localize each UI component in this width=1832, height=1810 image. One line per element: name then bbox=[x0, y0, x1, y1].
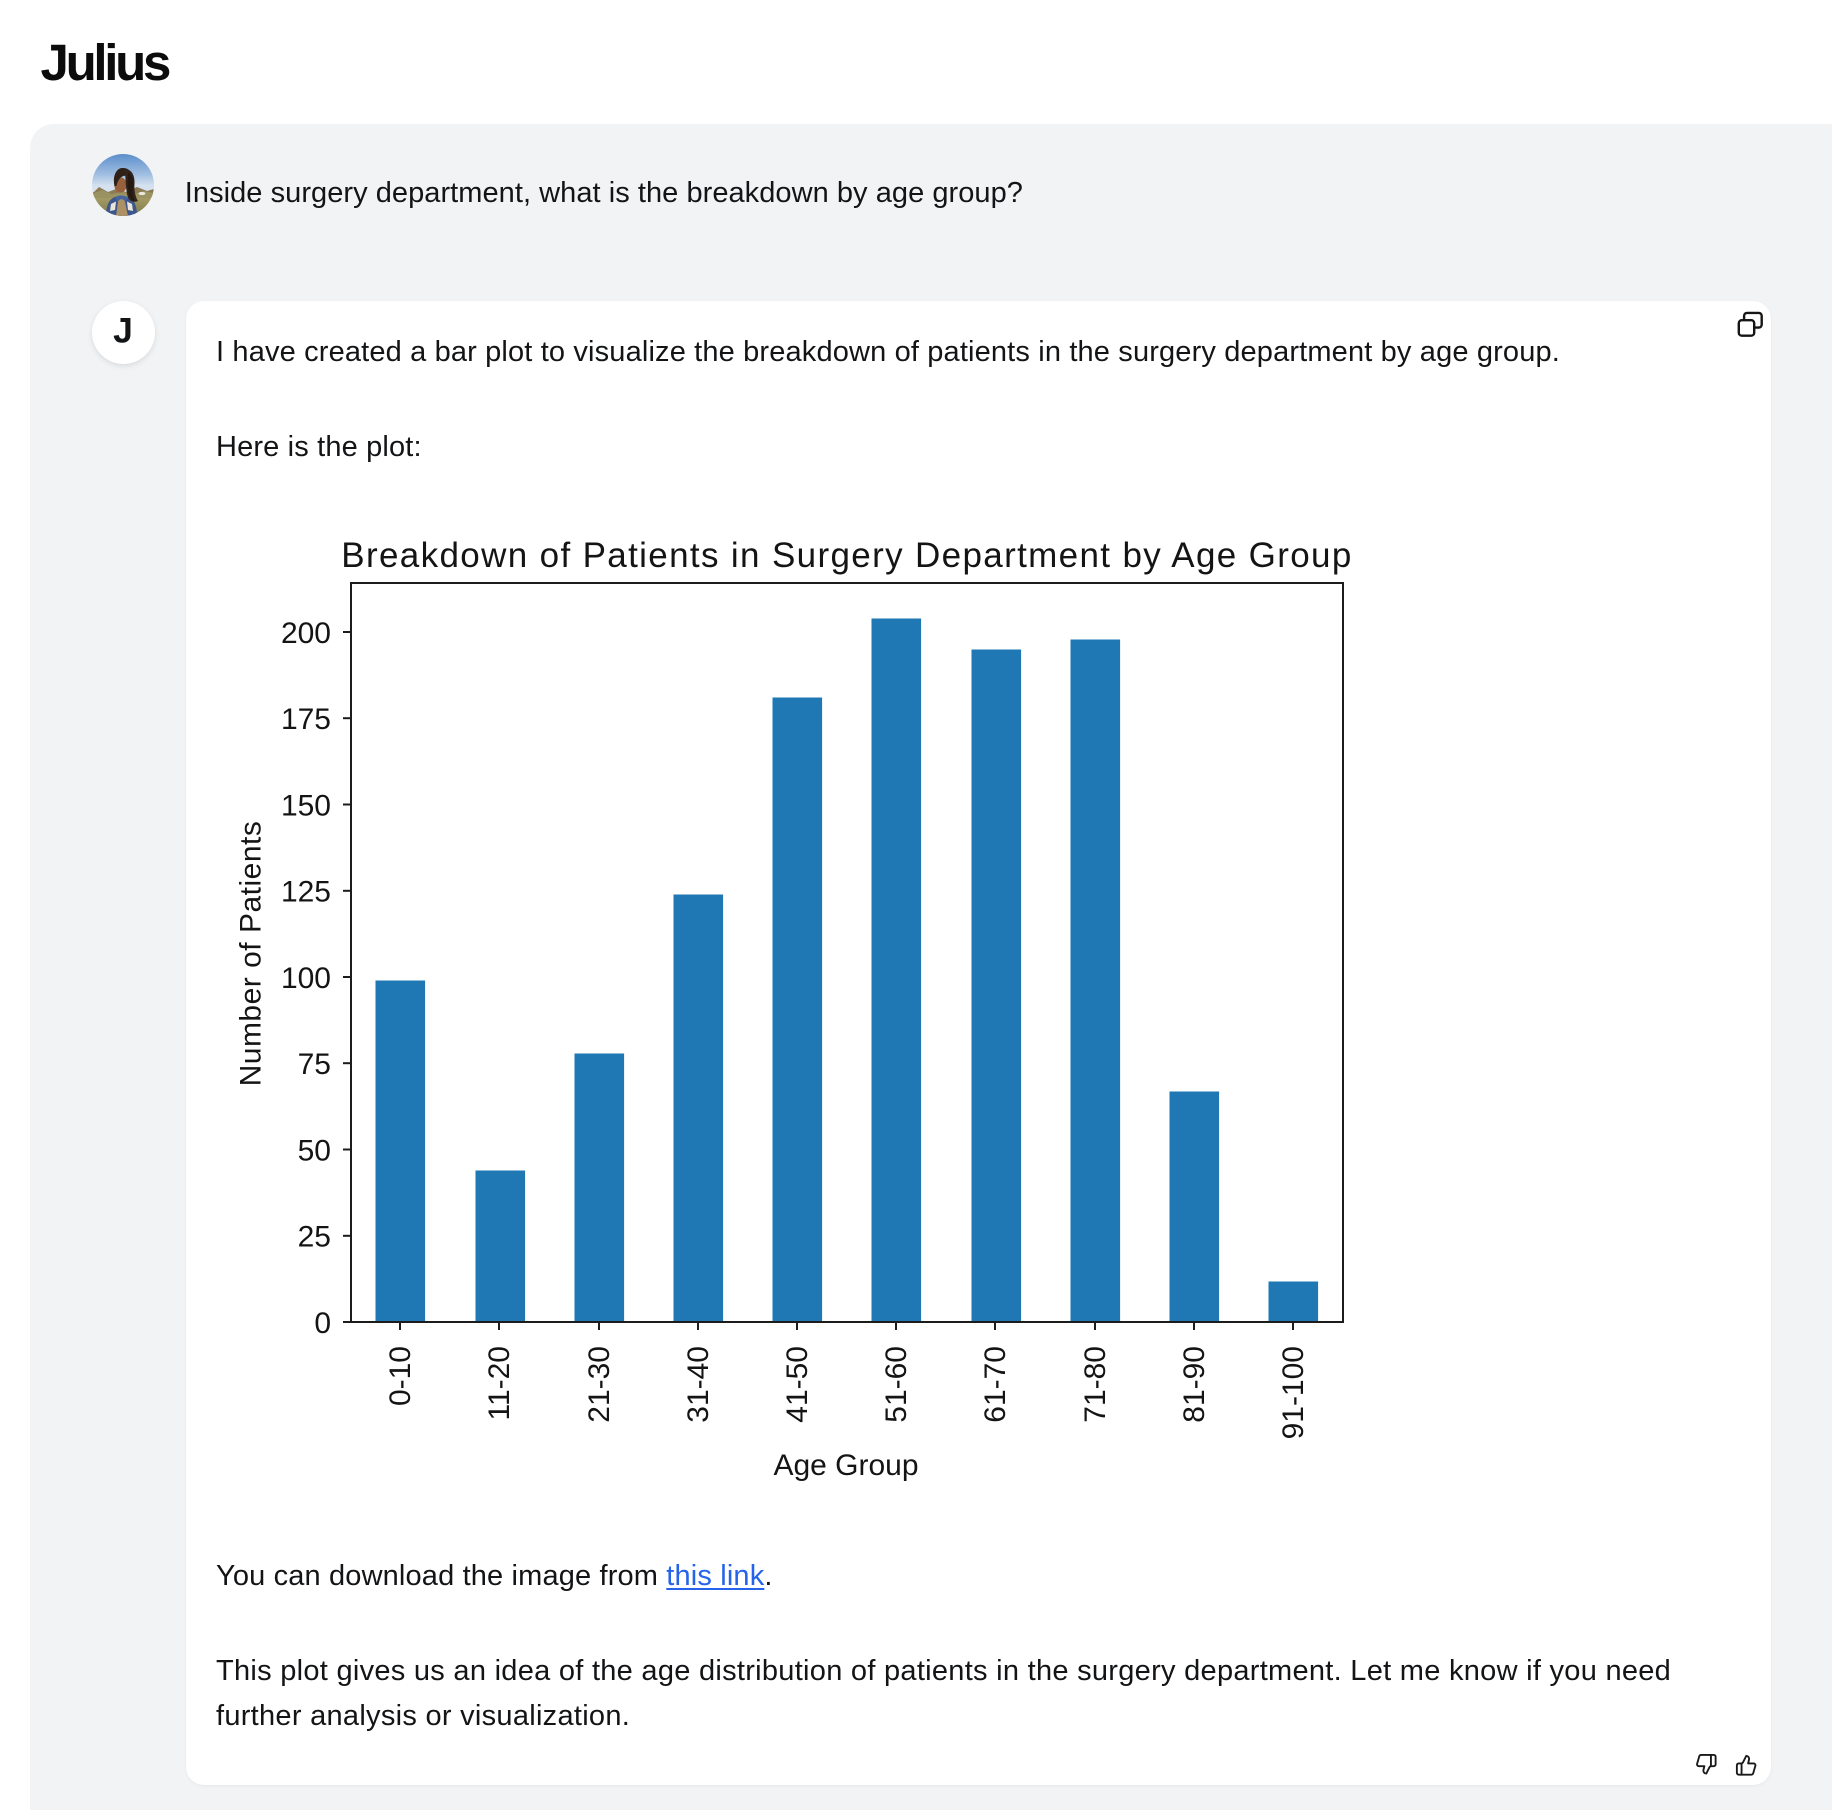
svg-text:Breakdown of Patients in Surge: Breakdown of Patients in Surgery Departm… bbox=[341, 536, 1352, 575]
svg-text:125: 125 bbox=[281, 876, 331, 909]
svg-text:41-50: 41-50 bbox=[781, 1346, 814, 1423]
svg-text:200: 200 bbox=[281, 617, 331, 650]
svg-text:175: 175 bbox=[281, 703, 331, 736]
svg-text:75: 75 bbox=[298, 1048, 331, 1081]
svg-text:100: 100 bbox=[281, 962, 331, 995]
svg-text:150: 150 bbox=[281, 789, 331, 822]
svg-text:Age Group: Age Group bbox=[773, 1449, 918, 1482]
svg-text:0: 0 bbox=[314, 1307, 331, 1340]
svg-text:81-90: 81-90 bbox=[1178, 1346, 1211, 1423]
svg-text:31-40: 31-40 bbox=[682, 1346, 715, 1423]
svg-text:11-20: 11-20 bbox=[483, 1346, 516, 1421]
svg-text:Number of Patients: Number of Patients bbox=[235, 821, 268, 1087]
svg-text:71-80: 71-80 bbox=[1079, 1346, 1112, 1423]
svg-text:21-30: 21-30 bbox=[583, 1346, 616, 1423]
svg-text:61-70: 61-70 bbox=[979, 1346, 1012, 1423]
svg-text:91-100: 91-100 bbox=[1277, 1346, 1310, 1439]
svg-text:0-10: 0-10 bbox=[384, 1346, 417, 1406]
svg-text:50: 50 bbox=[298, 1134, 331, 1167]
svg-text:25: 25 bbox=[298, 1221, 331, 1254]
svg-text:51-60: 51-60 bbox=[880, 1346, 913, 1423]
